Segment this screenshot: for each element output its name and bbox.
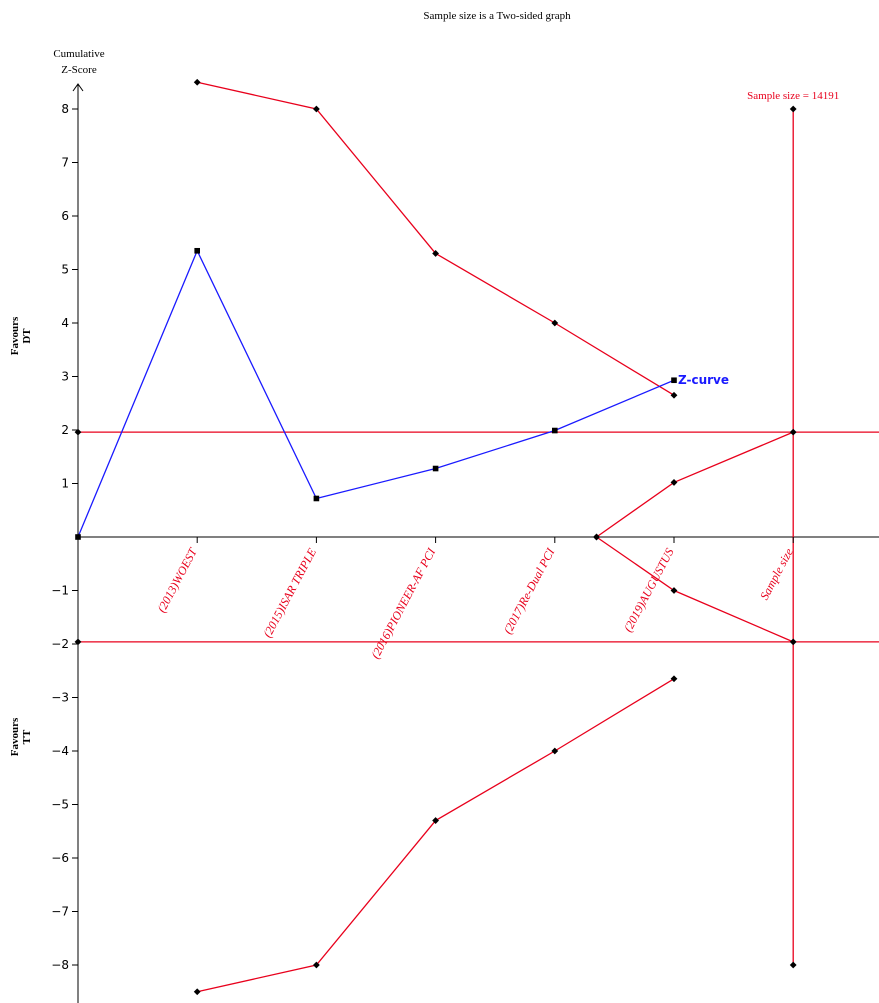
y-tick-label: −4: [51, 744, 69, 758]
y-tick-label: 7: [61, 156, 69, 170]
z-curve-line: [77, 249, 675, 538]
z-curve-label: Z-curve: [678, 373, 729, 387]
lower-monitoring-boundary: [197, 678, 675, 993]
y-tick-label: −6: [51, 851, 69, 865]
y-axis-arrow: [72, 83, 84, 92]
boundary-point: [313, 105, 320, 113]
x-category-label: Sample size: [757, 545, 796, 602]
y-tick-label: −3: [51, 691, 69, 705]
y-tick-label: 8: [61, 102, 69, 116]
sample-size-top-point: [789, 105, 797, 113]
boundary-point: [551, 747, 559, 755]
boundary-point: [551, 319, 559, 327]
favours-dt-label: Favours DT: [9, 316, 33, 355]
upper-monitoring-boundary: [197, 81, 675, 396]
x-category-label: (2017)Re-Dual PCI: [500, 545, 557, 636]
y-tick-label: 2: [61, 423, 69, 437]
y-tick-label: −8: [51, 958, 69, 972]
y-tick-label: 5: [61, 263, 69, 277]
sample-size-label: Sample size = 14191: [747, 90, 839, 102]
y-tick-label: −1: [51, 584, 69, 598]
boundary-point: [670, 587, 678, 594]
boundary-point: [432, 817, 439, 824]
favours-tt-line2: TT: [21, 729, 33, 744]
y-axis-boundary-point: [74, 638, 82, 646]
z-curve-point: [75, 534, 81, 540]
boundary-point: [789, 428, 797, 436]
upper-futility-boundary: [596, 431, 794, 538]
y-tick-label: 3: [61, 370, 69, 384]
y-tick-label: −2: [51, 637, 69, 651]
x-category-label: (2016)PIONEER-AF PCI: [368, 545, 439, 661]
z-curve-point: [552, 427, 558, 434]
y-axis-ticks: −8 −7 −6 −5 −4 −3 −2 −1 1 2 3 4 5 6 7 8: [51, 102, 78, 972]
data-markers: [74, 78, 797, 996]
sample-size-bottom-point: [789, 961, 797, 969]
favours-dt-line2: DT: [21, 328, 33, 344]
boundary-point: [193, 78, 201, 86]
y-tick-label: −5: [51, 798, 69, 812]
boundary-point: [432, 250, 439, 257]
favours-tt-line1: Favours: [9, 717, 21, 756]
z-curve-point: [432, 465, 439, 472]
y-tick-label: 6: [61, 209, 69, 223]
y-axis-boundary-point: [74, 428, 82, 436]
favours-dt-line1: Favours: [9, 316, 21, 355]
boundary-point: [593, 533, 600, 541]
boundary-point: [670, 675, 678, 683]
favours-tt-label: Favours TT: [9, 717, 33, 756]
boundary-point: [670, 479, 678, 486]
x-category-label: (2013)WOEST: [154, 545, 200, 615]
y-axis-label-line1: Cumulative: [53, 48, 104, 60]
z-curve-point: [671, 377, 677, 384]
plot-lines: [72, 81, 879, 1003]
z-curve-point: [194, 247, 200, 254]
boundary-point: [670, 391, 678, 399]
boundary-point: [313, 961, 320, 969]
y-tick-label: −7: [51, 905, 69, 919]
chart-title: Sample size is a Two-sided graph: [423, 10, 571, 22]
boundary-point: [789, 638, 797, 646]
y-tick-label: 1: [61, 477, 69, 491]
y-tick-label: 4: [61, 316, 69, 330]
y-axis-label-line2: Z-Score: [61, 64, 97, 76]
x-category-label: (2015)ISAR TRIPLE: [260, 545, 319, 640]
boundary-point: [193, 988, 201, 996]
z-curve-point: [313, 495, 320, 502]
